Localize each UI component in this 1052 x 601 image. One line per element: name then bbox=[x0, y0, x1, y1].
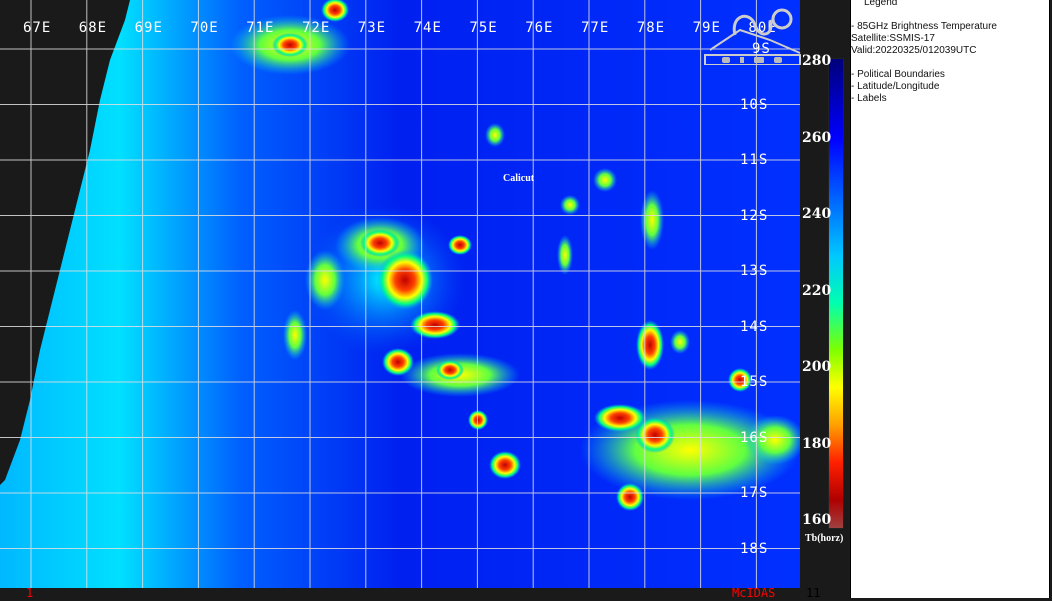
colorbar-tick-label: 160 bbox=[802, 512, 832, 528]
latitude-label: 11S bbox=[740, 152, 769, 168]
convective-cells bbox=[230, 0, 800, 511]
longitude-label: 68E bbox=[78, 20, 108, 36]
longitude-label: 73E bbox=[357, 20, 387, 36]
legend-layer-lat-lon: - Latitude/Longitude bbox=[851, 81, 940, 92]
city-label-calicut: Calicut bbox=[503, 173, 535, 184]
legend-satellite: Satellite:SSMIS-17 bbox=[851, 33, 935, 44]
latitude-label: 12S bbox=[740, 207, 769, 224]
latitude-label: 13S bbox=[740, 263, 769, 279]
latitude-label: 10S bbox=[740, 96, 769, 113]
legend-valid-time: Valid:20220325/012039UTC bbox=[851, 45, 977, 56]
no-data-region bbox=[0, 0, 130, 485]
latitude-label: 17S bbox=[740, 485, 769, 501]
colorbar-tick-label: 240 bbox=[802, 206, 832, 222]
status-bar: 1 McIDAS 11 bbox=[0, 586, 850, 601]
longitude-label: 70E bbox=[190, 20, 219, 36]
colorbar-tick-label: 280 bbox=[802, 53, 832, 69]
colorbar-tick-label: 200 bbox=[802, 359, 832, 375]
lat-lon-grid bbox=[0, 0, 800, 588]
longitude-label: 77E bbox=[581, 20, 610, 36]
legend-panel: Legend - 85GHz Brightness Temperature Sa… bbox=[850, 0, 1050, 598]
frame-number: 1 bbox=[26, 586, 34, 600]
satellite-image-map bbox=[0, 0, 800, 588]
longitude-label: 76E bbox=[525, 20, 554, 36]
latitude-label: 14S bbox=[740, 318, 769, 335]
frame-count: 11 bbox=[806, 586, 821, 600]
latitude-label: 15S bbox=[740, 374, 769, 390]
software-label: McIDAS bbox=[732, 586, 776, 600]
longitude-label: 71E bbox=[246, 20, 275, 36]
longitude-label: 67E bbox=[23, 20, 52, 36]
colorbar-tick-label: 260 bbox=[802, 129, 832, 146]
latitude-label: 16S bbox=[740, 429, 769, 446]
latitude-label: 9S bbox=[752, 41, 771, 57]
legend-layer-political-boundaries: - Political Boundaries bbox=[851, 69, 945, 80]
legend-layer-labels: - Labels bbox=[851, 93, 887, 104]
latitude-label: 18S bbox=[740, 540, 769, 557]
longitude-label: 72E bbox=[302, 20, 331, 36]
colorbar-tick-label: 180 bbox=[802, 435, 832, 452]
longitude-label: 69E bbox=[134, 20, 163, 36]
longitude-label: 78E bbox=[636, 20, 666, 36]
legend-title: Legend bbox=[864, 0, 898, 8]
gims-logo bbox=[704, 8, 801, 65]
legend-product: - 85GHz Brightness Temperature bbox=[851, 21, 997, 32]
longitude-label: 74E bbox=[413, 20, 442, 36]
colorbar bbox=[828, 58, 844, 529]
colorbar-tick-label: 220 bbox=[802, 282, 832, 299]
longitude-label: 75E bbox=[469, 20, 498, 36]
colorbar-unit: Tb(horz) bbox=[805, 533, 844, 544]
longitude-label: 79E bbox=[692, 20, 721, 36]
